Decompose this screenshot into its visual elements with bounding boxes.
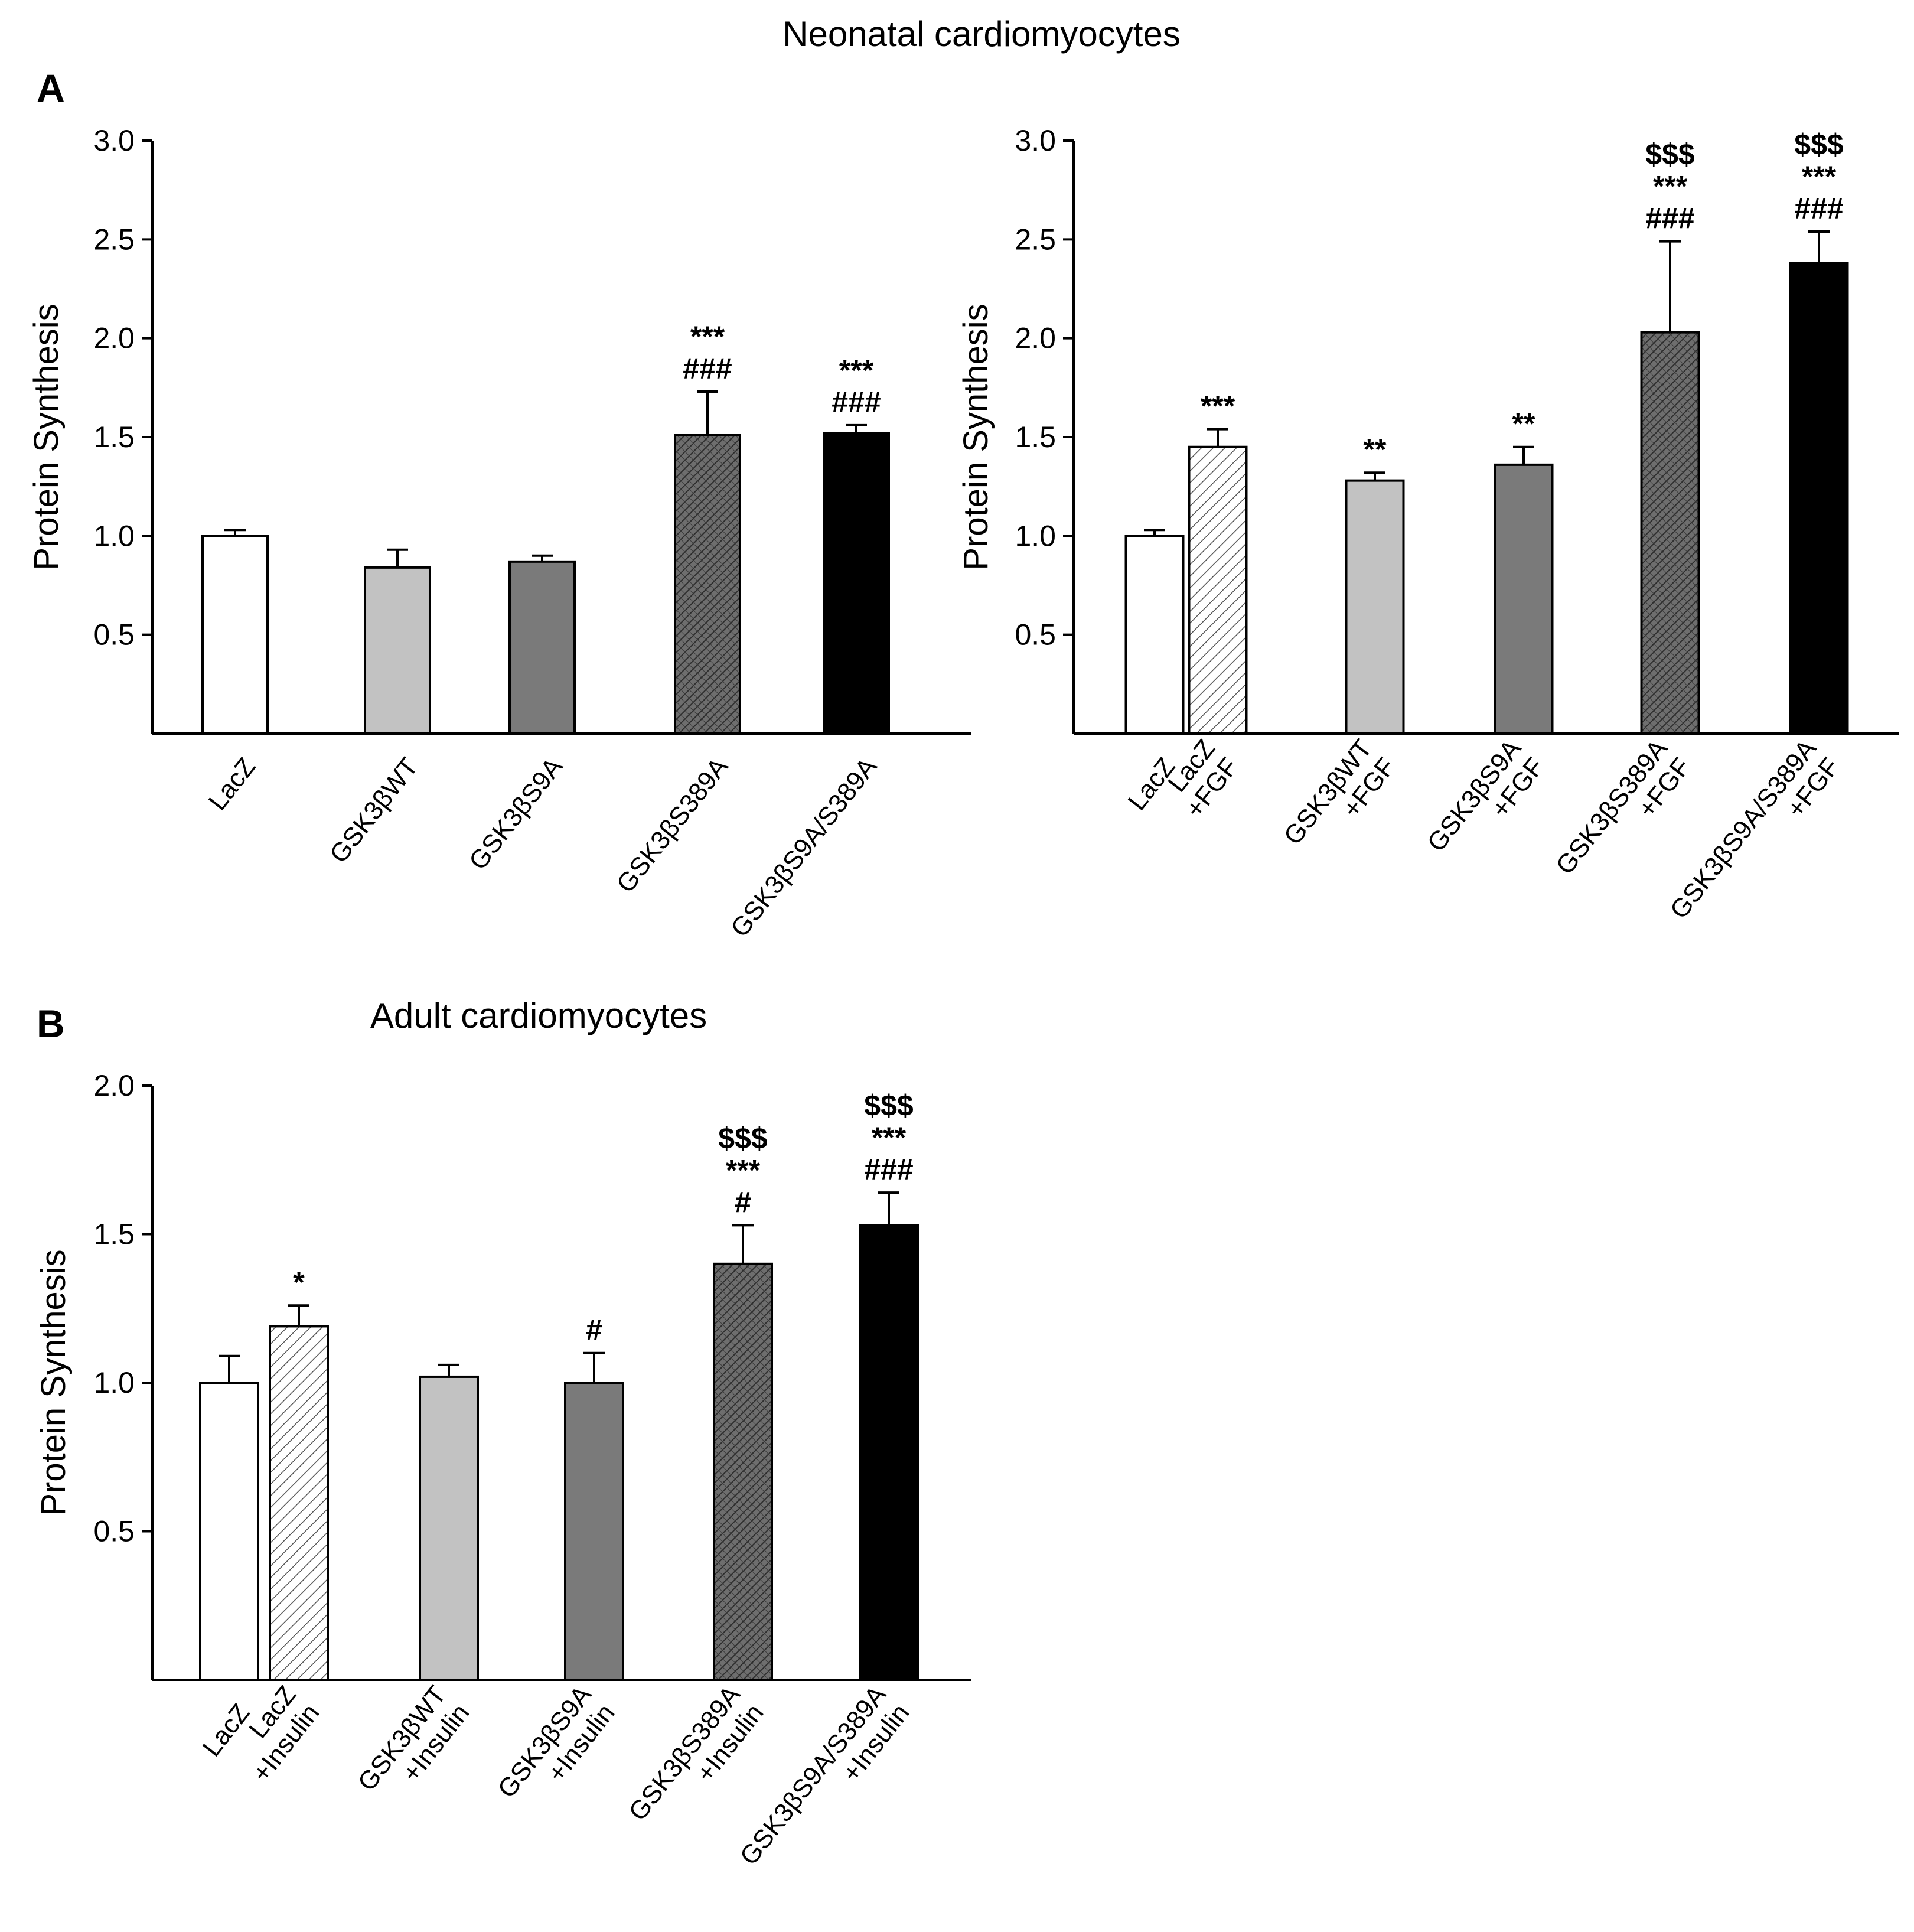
significance-label: *** <box>1802 160 1837 193</box>
category-label: GSK3βWT+Insulin <box>353 1680 475 1797</box>
category-label-line: LacZ <box>203 752 262 816</box>
bar <box>1640 331 1700 735</box>
y-tick-label: 1.5 <box>1015 421 1056 454</box>
category-label: GSK3βWT <box>324 752 424 869</box>
y-tick-label: 3.0 <box>93 124 135 157</box>
category-label-line: GSK3βS9A/S389A <box>725 752 883 942</box>
y-tick-label: 0.5 <box>93 618 135 651</box>
y-tick-label: 1.0 <box>93 1366 135 1399</box>
bar <box>269 1325 329 1681</box>
y-tick-label: 2.5 <box>93 223 135 256</box>
bar <box>564 1382 624 1681</box>
category-label: GSK3βS389A+Insulin <box>623 1680 769 1826</box>
y-axis-title: Protein Synthesis <box>957 304 995 570</box>
bar <box>1789 262 1849 735</box>
y-tick-label: 1.0 <box>93 519 135 552</box>
category-label: GSK3βWT+FGF <box>1279 734 1401 851</box>
category-label: LacZ+FGF <box>1162 734 1244 823</box>
significance-label: $$$ <box>864 1089 914 1122</box>
category-label-line: GSK3βS389A <box>611 752 734 898</box>
significance-label: # <box>735 1185 751 1219</box>
y-axis-title: Protein Synthesis <box>27 304 66 570</box>
y-tick-label: 1.0 <box>1015 519 1056 552</box>
significance-label: *** <box>690 320 725 353</box>
bar <box>859 1224 919 1681</box>
significance-label: *** <box>839 354 874 387</box>
bar <box>674 434 741 735</box>
significance-label: # <box>586 1314 602 1347</box>
significance-label: * <box>293 1266 305 1299</box>
category-label: GSK3βS9A/S389A+FGF <box>1665 734 1845 924</box>
significance-label: *** <box>1201 390 1235 423</box>
category-label: GSK3βS9A <box>464 752 569 875</box>
bar <box>1188 445 1248 735</box>
significance-label: ### <box>1645 202 1694 235</box>
significance-label: *** <box>726 1154 761 1187</box>
y-tick-label: 2.0 <box>1015 322 1056 355</box>
category-label: GSK3βS9A/S389A <box>725 752 883 942</box>
y-tick-label: 2.5 <box>1015 223 1056 256</box>
y-tick-label: 0.5 <box>1015 618 1056 651</box>
bar <box>713 1262 773 1682</box>
significance-label: ### <box>1794 192 1843 225</box>
significance-label: ### <box>832 386 881 419</box>
bar <box>201 535 269 735</box>
y-tick-label: 3.0 <box>1015 124 1056 157</box>
y-tick-label: 2.0 <box>93 1069 135 1102</box>
y-tick-label: 1.5 <box>93 1218 135 1251</box>
category-label: GSK3βS9A+FGF <box>1421 734 1550 858</box>
significance-label: $$$ <box>718 1122 768 1155</box>
significance-label: *** <box>872 1121 907 1154</box>
significance-label: $$$ <box>1645 138 1695 171</box>
bar <box>419 1375 479 1681</box>
significance-label: ### <box>864 1153 913 1186</box>
category-label: LacZ <box>203 752 262 816</box>
category-label: LacZ <box>197 1699 256 1762</box>
significance-label: ** <box>1364 433 1387 466</box>
y-tick-label: 0.5 <box>93 1515 135 1548</box>
bar <box>199 1382 259 1681</box>
chart-a-left: 0.5 1.0 1.5 2.0 2.5 3.0 Protein Synthesis LacZ G… <box>27 124 971 943</box>
bar <box>508 560 576 735</box>
category-label-line: GSK3βWT <box>324 752 424 869</box>
y-tick-label: 2.0 <box>93 322 135 355</box>
category-label: GSK3βS9A+Insulin <box>492 1680 620 1804</box>
y-axis-title: Protein Synthesis <box>34 1249 73 1516</box>
significance-label: ** <box>1512 408 1535 441</box>
category-label-line: LacZ <box>197 1699 256 1762</box>
bar <box>364 566 431 735</box>
category-label: GSK3βS389A <box>611 752 734 898</box>
category-label: GSK3βS389A+FGF <box>1550 734 1696 880</box>
panel-b-title: Adult cardiomyocytes <box>370 996 707 1035</box>
significance-label: $$$ <box>1794 128 1844 161</box>
category-label-line: GSK3βS9A/S389A <box>1665 734 1822 924</box>
panel-b-letter: B <box>37 1002 65 1045</box>
bar <box>823 432 890 735</box>
panel-a-letter: A <box>37 66 65 110</box>
category-label-line: GSK3βS9A <box>464 752 569 875</box>
figure-title: Neonatal cardiomyocytes <box>782 14 1181 54</box>
bar <box>1124 535 1185 735</box>
bar <box>1345 479 1405 735</box>
y-tick-label: 1.5 <box>93 421 135 454</box>
significance-label: *** <box>1653 170 1688 203</box>
significance-label: ### <box>683 352 732 385</box>
bar <box>1494 463 1554 735</box>
